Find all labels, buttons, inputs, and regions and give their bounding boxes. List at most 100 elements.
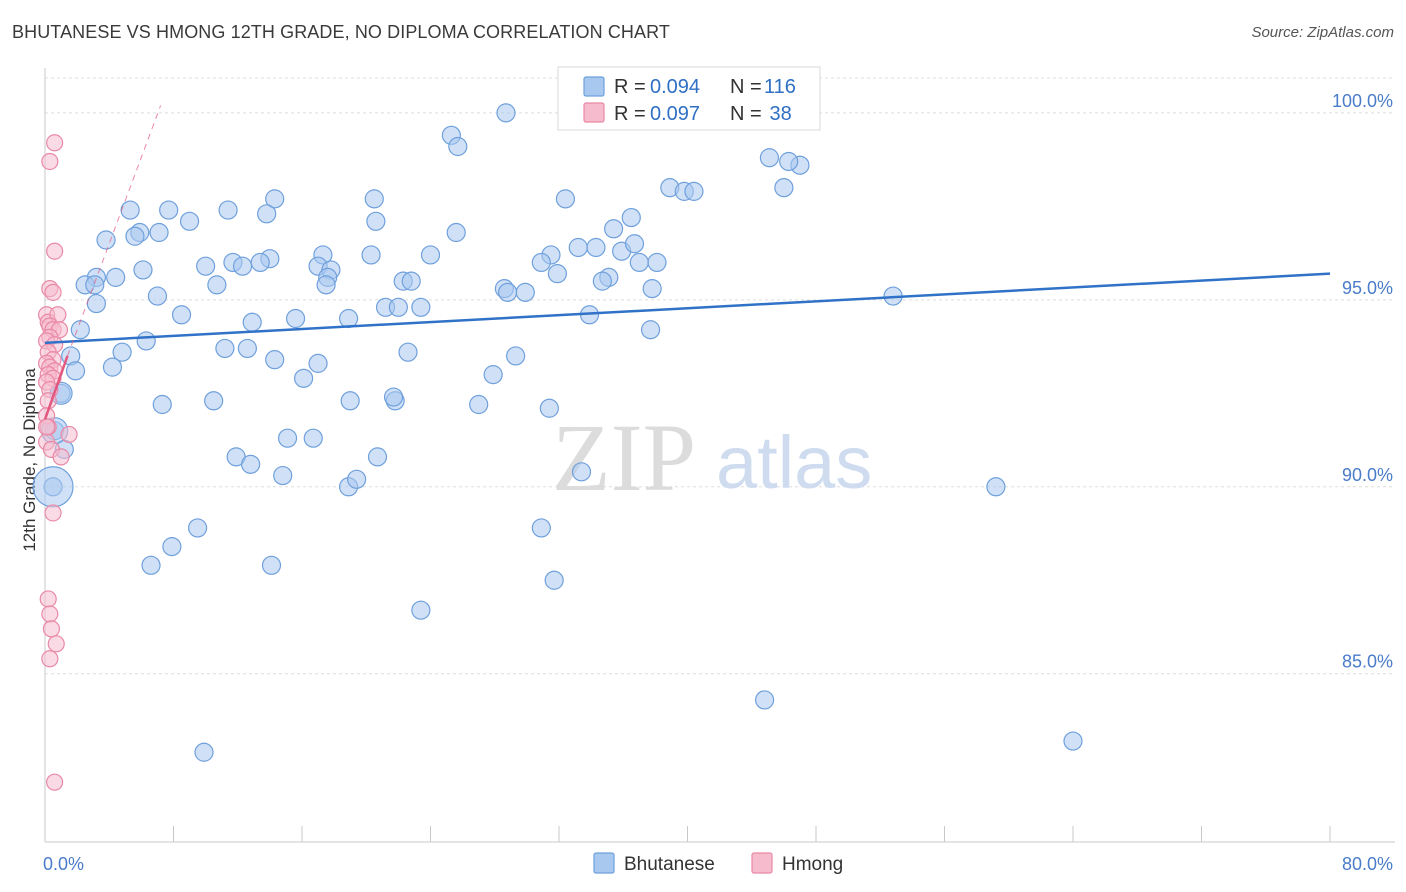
bhutanese-point bbox=[65, 361, 86, 381]
bhutanese-point bbox=[232, 256, 253, 276]
stats-n-value-blue: 116 bbox=[764, 76, 796, 98]
hmong-trend-line bbox=[43, 355, 69, 420]
bhutanese-point bbox=[171, 305, 192, 325]
bhutanese-point bbox=[215, 338, 235, 359]
bhutanese-point bbox=[448, 136, 468, 157]
bhutanese-point bbox=[684, 181, 704, 201]
bhutanese-trend-line bbox=[44, 272, 1331, 345]
stats-r-value-blue: 0.094 bbox=[650, 76, 700, 98]
bhutanese-point bbox=[159, 200, 179, 220]
stats-legend-blue-swatch bbox=[583, 76, 605, 97]
bhutanese-point bbox=[388, 297, 408, 317]
bhutanese-point bbox=[364, 189, 384, 209]
bhutanese-point bbox=[446, 222, 466, 243]
legend-bhutanese-label: Bhutanese bbox=[624, 854, 715, 875]
source-label: Source: ZipAtlas.com bbox=[1251, 24, 1394, 41]
watermark: ZIP atlas bbox=[552, 404, 872, 511]
y-axis-label: 12th Grade, No Diploma bbox=[20, 368, 39, 552]
bhutanese-point bbox=[250, 252, 270, 273]
bhutanese-point bbox=[759, 148, 780, 168]
hmong-point bbox=[41, 152, 59, 171]
bhutanese-point bbox=[136, 331, 156, 351]
stats-r-value-pink: 0.097 bbox=[650, 103, 700, 125]
hmong-point bbox=[44, 283, 62, 301]
bhutanese-point bbox=[586, 237, 606, 258]
y-tick-label: 90.0% bbox=[1342, 465, 1393, 485]
hmong-point bbox=[46, 773, 64, 791]
y-tick-label: 85.0% bbox=[1342, 652, 1393, 672]
bhutanese-point bbox=[642, 279, 662, 299]
hmong-point bbox=[39, 590, 57, 608]
bhutanese-point bbox=[162, 537, 182, 557]
x-tick-labels: 0.0% 80.0% bbox=[43, 854, 1393, 874]
hmong-point bbox=[47, 635, 65, 653]
bhutanese-point bbox=[420, 245, 441, 265]
bhutanese-point bbox=[347, 469, 367, 489]
bhutanese-point bbox=[340, 391, 360, 411]
bhutanese-point bbox=[179, 211, 200, 231]
bhutanese-point bbox=[112, 342, 132, 362]
bhutanese-point bbox=[96, 230, 116, 250]
bhutanese-point bbox=[986, 477, 1006, 497]
hmong-point bbox=[44, 504, 62, 522]
bhutanese-point bbox=[411, 297, 431, 317]
bhutanese-points bbox=[32, 103, 1083, 762]
x-tick-label: 80.0% bbox=[1342, 854, 1393, 874]
bhutanese-point bbox=[754, 690, 775, 710]
bhutanese-point bbox=[604, 219, 624, 239]
bhutanese-point bbox=[194, 742, 214, 762]
legend-hmong-swatch bbox=[751, 852, 773, 874]
bhutanese-point bbox=[411, 600, 431, 620]
bhutanese-point bbox=[196, 256, 216, 276]
bhutanese-point bbox=[544, 570, 564, 590]
bhutanese-point bbox=[398, 342, 418, 362]
bhutanese-point bbox=[277, 428, 298, 448]
bhutanese-point bbox=[338, 308, 359, 329]
watermark-atlas: atlas bbox=[716, 421, 872, 504]
bhutanese-point bbox=[294, 368, 314, 388]
bhutanese-point bbox=[515, 282, 535, 302]
bhutanese-point bbox=[120, 200, 140, 220]
bhutanese-point bbox=[149, 222, 169, 243]
hmong-point bbox=[52, 448, 70, 466]
bhutanese-point bbox=[237, 338, 257, 359]
stats-legend: R = 0.094 N = 116 R = 0.097 N = 38 bbox=[557, 66, 821, 131]
watermark-zip: ZIP bbox=[552, 404, 696, 511]
bhutanese-point bbox=[640, 320, 661, 340]
hmong-point bbox=[38, 418, 56, 436]
bhutanese-point-large bbox=[32, 466, 74, 508]
bhutanese-point bbox=[571, 462, 592, 482]
bhutanese-point bbox=[125, 226, 145, 246]
bhutanese-point bbox=[308, 353, 328, 373]
hmong-point bbox=[42, 620, 61, 638]
bhutanese-point bbox=[531, 252, 551, 273]
series-legend: Bhutanese Hmong bbox=[593, 852, 843, 875]
bhutanese-point bbox=[366, 211, 386, 231]
hmong-point bbox=[46, 242, 64, 260]
bhutanese-point bbox=[779, 151, 799, 172]
bhutanese-point bbox=[102, 357, 123, 377]
trend-lines bbox=[43, 105, 1331, 420]
bhutanese-point bbox=[265, 350, 285, 370]
bhutanese-point bbox=[469, 394, 489, 415]
bhutanese-point bbox=[133, 260, 153, 280]
bhutanese-point bbox=[361, 245, 381, 265]
bhutanese-point bbox=[383, 387, 404, 407]
bhutanese-point bbox=[629, 252, 649, 273]
bhutanese-point bbox=[242, 312, 262, 332]
stats-r-label-pink: R = bbox=[614, 103, 646, 125]
y-tick-labels: 85.0% 90.0% 95.0% 100.0% bbox=[1332, 91, 1393, 672]
bhutanese-point bbox=[265, 189, 285, 209]
x-tick-label: 0.0% bbox=[43, 854, 84, 874]
bhutanese-point bbox=[568, 237, 588, 258]
bhutanese-point bbox=[70, 320, 90, 340]
bhutanese-point bbox=[547, 264, 567, 284]
bhutanese-point bbox=[147, 286, 168, 306]
stats-n-value-pink: 38 bbox=[764, 103, 792, 125]
bhutanese-point bbox=[506, 346, 526, 366]
bhutanese-point bbox=[498, 282, 518, 302]
hmong-point bbox=[41, 605, 59, 623]
bhutanese-point bbox=[531, 518, 551, 538]
bhutanese-point bbox=[261, 555, 282, 575]
